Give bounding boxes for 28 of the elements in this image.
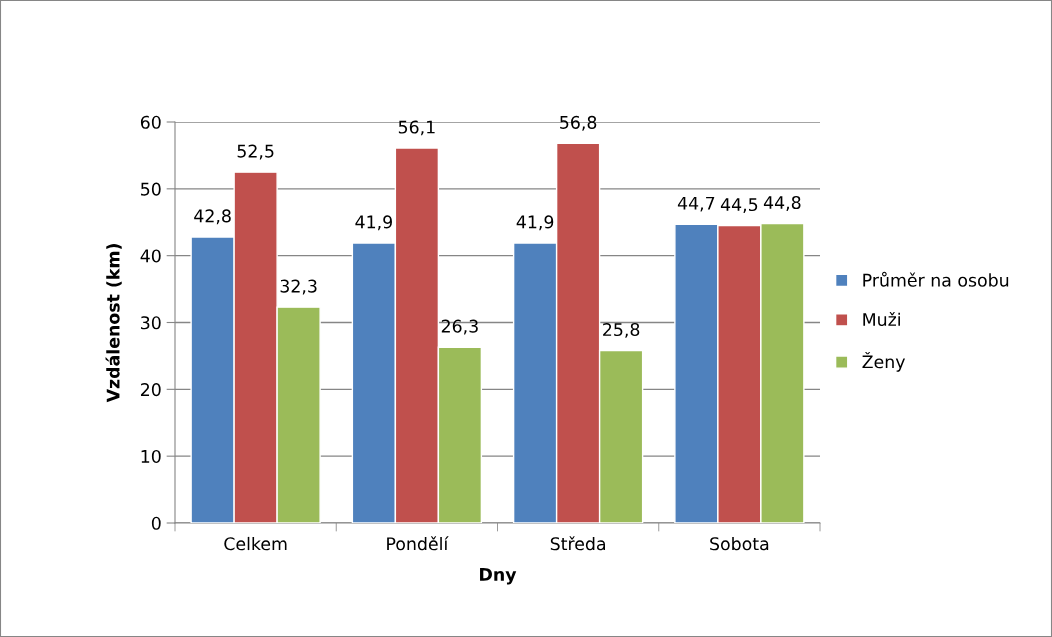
legend-label: Muži: [863, 311, 900, 327]
y-axis-title: Vzdálenost (km): [105, 244, 122, 403]
data-label: 26,3: [441, 319, 478, 335]
x-tick-label: Sobota: [710, 536, 769, 551]
x-tick-label: Celkem: [224, 536, 287, 551]
y-tick-label: 0: [151, 516, 161, 530]
legend-label: Ženy: [862, 352, 905, 372]
data-label: 42,8: [194, 209, 231, 225]
y-tick-label: 30: [141, 316, 161, 330]
data-label: 56,1: [398, 120, 435, 136]
y-tick-label: 40: [140, 249, 161, 263]
data-label: 25,8: [603, 322, 640, 338]
legend-label: Průměr na osobu: [863, 271, 1009, 287]
data-label: 44,7: [677, 196, 715, 212]
y-tick-label: 60: [140, 115, 161, 129]
x-tick-label: Pondělí: [387, 536, 449, 551]
x-axis-title: Dny: [480, 567, 517, 585]
y-tick-label: 50: [141, 182, 161, 196]
data-label: 44,5: [720, 198, 758, 213]
x-tick-label: Středa: [550, 536, 606, 551]
data-label: 32,3: [280, 279, 317, 295]
data-label: 52,5: [237, 144, 274, 160]
y-tick-label: 10: [141, 449, 161, 464]
data-label: 41,9: [355, 215, 392, 231]
data-label: 56,8: [560, 115, 597, 131]
y-tick-label: 20: [140, 383, 161, 397]
data-label: 41,9: [516, 215, 554, 231]
data-label: 44,8: [763, 195, 801, 211]
